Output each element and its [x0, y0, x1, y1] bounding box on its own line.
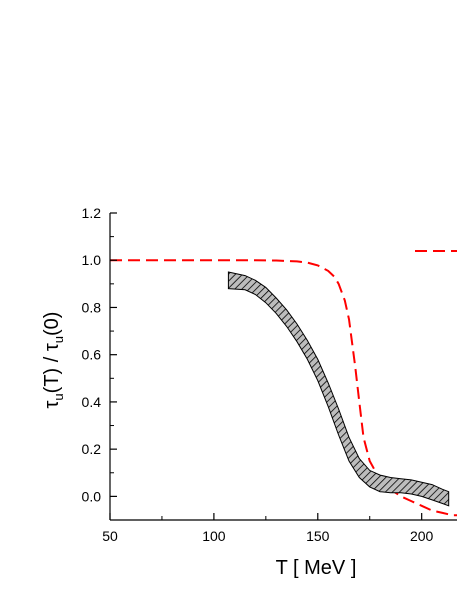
y-axis-title-sub: u [51, 393, 66, 400]
y-tick-label: 0.4 [82, 394, 102, 410]
x-tick-label: 150 [306, 528, 330, 544]
plot-series-layer [110, 259, 457, 517]
y-tick-label: 0.6 [82, 347, 102, 363]
x-tick-label: 200 [410, 528, 434, 544]
y-axis-title-arg-0: (0) [41, 312, 63, 336]
y-axis-title-tau: τ [41, 400, 63, 408]
y-tick-label: 0.8 [82, 299, 102, 315]
y-axis-title-tau-2: τ [41, 343, 63, 351]
x-tick-label: 50 [102, 528, 118, 544]
y-axis-title: τu(T) / τu(0) [41, 312, 66, 409]
y-tick-label: 0.0 [82, 488, 102, 504]
hatched-band-series [227, 271, 450, 507]
plot-text-layer: T [ MeV ] τu(T) / τu(0) [41, 312, 356, 579]
y-axis-title-arg-t: (T) / [41, 351, 63, 393]
y-tick-label: 0.2 [82, 441, 102, 457]
y-axis-title-sub-2: u [51, 336, 66, 343]
plot-axes-layer: 50 100 150 200 0.0 0.2 0.4 0.6 0.8 1.0 1.2 [82, 205, 457, 544]
x-tick-label: 100 [202, 528, 226, 544]
x-axis-title: T [ MeV ] [276, 557, 357, 579]
dashed-line-series [110, 259, 457, 517]
y-tick-label: 1.0 [82, 252, 102, 268]
y-tick-label: 1.2 [82, 205, 102, 221]
